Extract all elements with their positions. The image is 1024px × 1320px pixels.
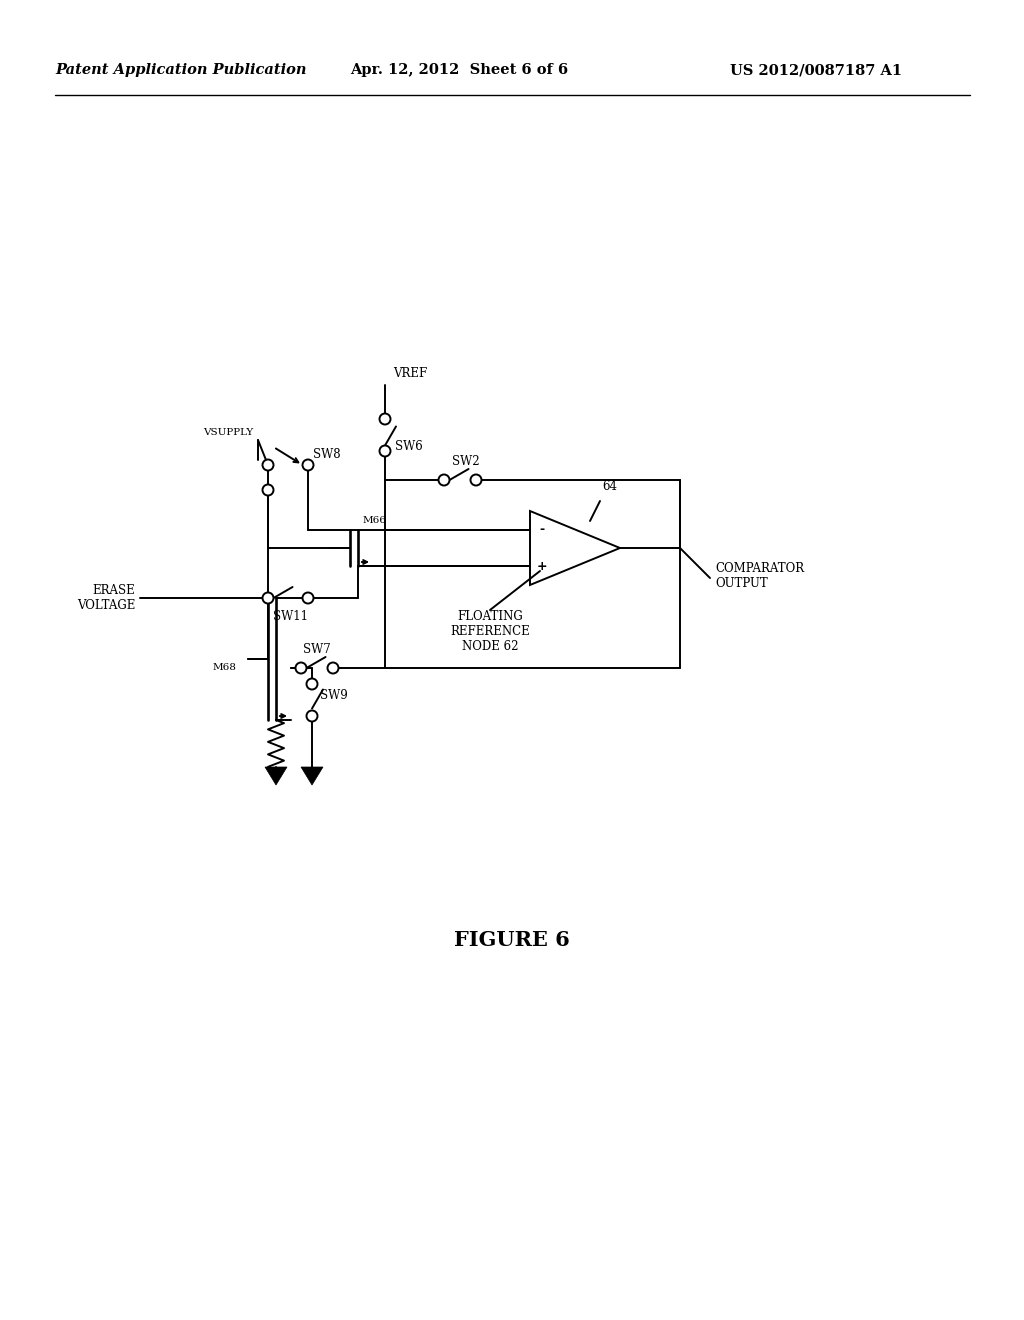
Text: M66: M66 bbox=[362, 516, 387, 525]
Text: Patent Application Publication: Patent Application Publication bbox=[55, 63, 306, 77]
Text: US 2012/0087187 A1: US 2012/0087187 A1 bbox=[730, 63, 902, 77]
Text: VREF: VREF bbox=[393, 367, 427, 380]
Circle shape bbox=[470, 474, 481, 486]
Text: FLOATING
REFERENCE
NODE 62: FLOATING REFERENCE NODE 62 bbox=[451, 610, 529, 653]
Polygon shape bbox=[301, 767, 323, 785]
Text: Apr. 12, 2012  Sheet 6 of 6: Apr. 12, 2012 Sheet 6 of 6 bbox=[350, 63, 568, 77]
Circle shape bbox=[328, 663, 339, 673]
Circle shape bbox=[302, 459, 313, 470]
Text: SW9: SW9 bbox=[319, 689, 348, 702]
Text: 64: 64 bbox=[602, 480, 617, 492]
Text: VSUPPLY: VSUPPLY bbox=[203, 428, 253, 437]
Text: SW11: SW11 bbox=[273, 610, 308, 623]
Circle shape bbox=[380, 446, 390, 457]
Circle shape bbox=[380, 413, 390, 425]
Circle shape bbox=[262, 484, 273, 495]
Text: +: + bbox=[537, 560, 547, 573]
Circle shape bbox=[438, 474, 450, 486]
Text: SW7: SW7 bbox=[303, 643, 331, 656]
Text: SW8: SW8 bbox=[313, 449, 341, 462]
Circle shape bbox=[302, 593, 313, 603]
Circle shape bbox=[306, 678, 317, 689]
Circle shape bbox=[306, 710, 317, 722]
Text: ERASE
VOLTAGE: ERASE VOLTAGE bbox=[77, 583, 135, 612]
Circle shape bbox=[262, 459, 273, 470]
Text: -: - bbox=[540, 524, 545, 536]
Circle shape bbox=[262, 593, 273, 603]
Polygon shape bbox=[265, 767, 287, 785]
Text: COMPARATOR
OUTPUT: COMPARATOR OUTPUT bbox=[715, 562, 804, 590]
Text: FIGURE 6: FIGURE 6 bbox=[454, 931, 570, 950]
Text: SW6: SW6 bbox=[395, 440, 423, 453]
Text: SW2: SW2 bbox=[452, 455, 479, 469]
Text: M68: M68 bbox=[212, 664, 236, 672]
Circle shape bbox=[296, 663, 306, 673]
